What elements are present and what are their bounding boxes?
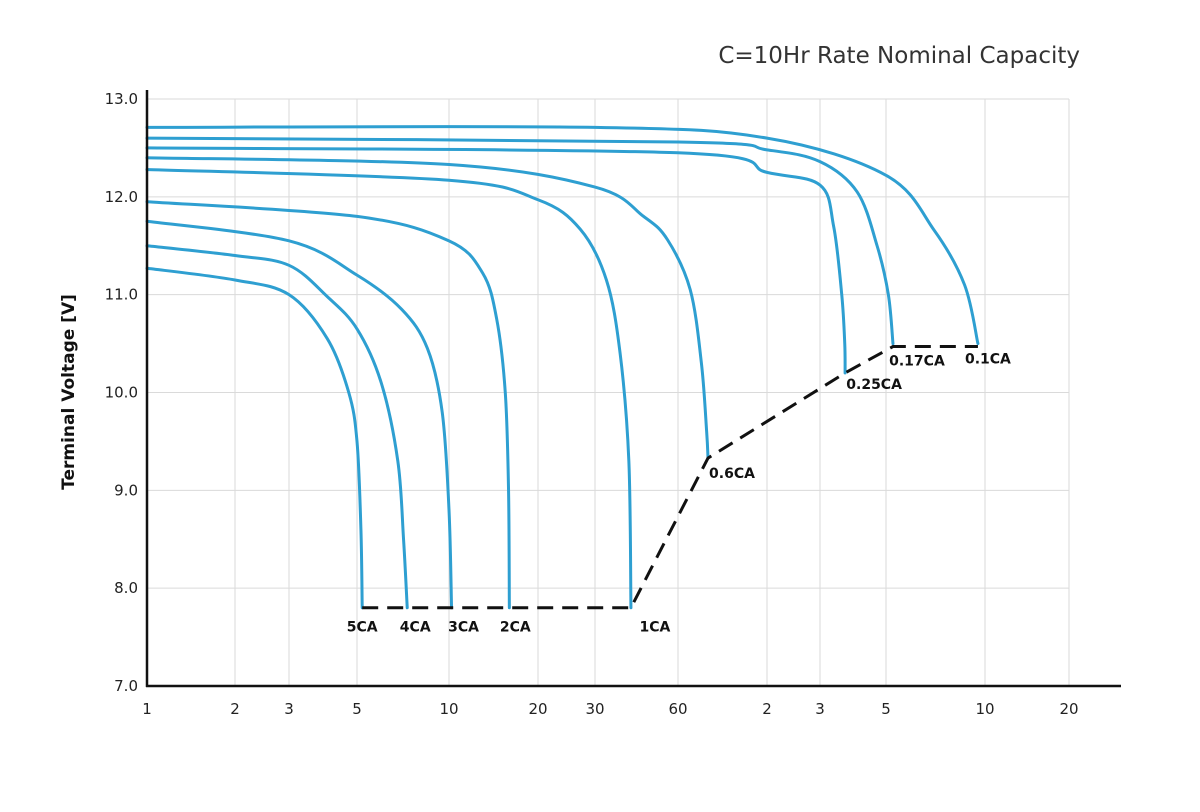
chart-title: C=10Hr Rate Nominal Capacity	[718, 43, 1080, 69]
x-tick-label: 20	[1059, 700, 1078, 718]
x-tick-label: 10	[975, 700, 994, 718]
x-tick-label: 3	[815, 700, 825, 718]
x-tick-label: 1	[142, 700, 152, 718]
series-label: 0.1CA	[965, 352, 1011, 368]
x-tick-label: 5	[881, 700, 891, 718]
series-label: 2CA	[500, 620, 531, 636]
x-tick-label: 5	[352, 700, 362, 718]
series-label: 0.25CA	[846, 377, 902, 393]
y-tick-label: 13.0	[105, 90, 138, 108]
series-labels: 5CA 4CA 3CA 2CA 1CA 0.6CA 0.25CA 0.17CA 0.1CA	[347, 352, 1011, 636]
series-group	[145, 125, 980, 610]
discharge-curve-2CA	[145, 200, 511, 610]
x-tick-label: 3	[284, 700, 294, 718]
y-tick-label: 12.0	[105, 188, 138, 206]
y-tick-label: 7.0	[114, 677, 138, 695]
discharge-curve-4CA	[145, 244, 409, 610]
series-label: 4CA	[400, 620, 431, 636]
series-label: 1CA	[640, 620, 671, 636]
discharge-curve-0_1CA	[145, 125, 980, 346]
y-tick-label: 11.0	[105, 286, 138, 304]
y-tick-label: 10.0	[105, 384, 138, 402]
x-tick-label: 2	[230, 700, 240, 718]
x-tick-label: 20	[528, 700, 547, 718]
axes: 1 2 3 5 10 20 30 60 2 3 5 10 20 7.0 8.0 9.0 10.0 11.0 12.0…	[105, 90, 1121, 718]
discharge-curve-0_25CA	[145, 146, 847, 375]
series-label: 0.17CA	[889, 354, 945, 370]
discharge-curve-0_6CA	[145, 156, 710, 460]
x-tick-label: 30	[585, 700, 604, 718]
x-tick-label: 10	[439, 700, 458, 718]
discharge-curve-0_17CA	[145, 136, 895, 346]
discharge-curve-3CA	[145, 219, 454, 610]
y-axis-label: Terminal Voltage [V]	[59, 294, 79, 490]
y-tick-label: 9.0	[114, 481, 138, 499]
x-tick-label: 2	[762, 700, 772, 718]
series-label: 5CA	[347, 620, 378, 636]
discharge-curve-5CA	[145, 266, 364, 610]
discharge-curve-1CA	[145, 167, 633, 610]
series-label: 0.6CA	[709, 466, 755, 482]
y-tick-label: 8.0	[114, 579, 138, 597]
x-tick-label: 60	[668, 700, 687, 718]
grid	[147, 98, 1070, 686]
series-label: 3CA	[448, 620, 479, 636]
